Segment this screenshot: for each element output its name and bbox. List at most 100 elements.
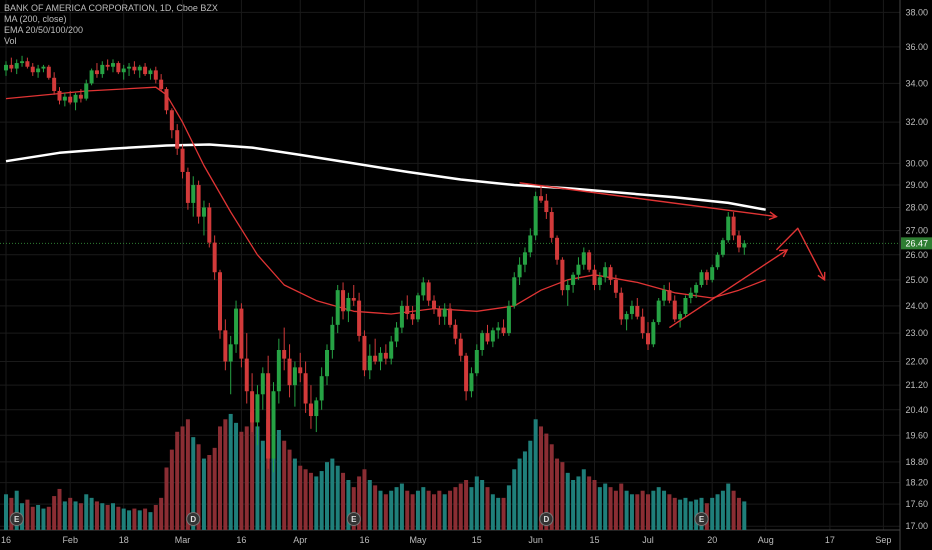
- time-tick-label: 17: [825, 535, 835, 545]
- price-tick-label: 34.00: [905, 78, 928, 88]
- volume-bar: [453, 487, 458, 530]
- candle-body: [646, 333, 650, 345]
- time-tick-label: 16: [359, 535, 369, 545]
- candle-body: [271, 391, 276, 459]
- volume-bar: [522, 451, 527, 530]
- candle-body: [308, 403, 313, 417]
- chart-legend: BANK OF AMERICA CORPORATION, 1D, Cboe BZ…: [4, 3, 218, 47]
- candle-body: [132, 66, 137, 71]
- volume-bar: [624, 490, 629, 530]
- volume-bar: [512, 469, 517, 530]
- volume-bar: [25, 499, 30, 530]
- current-price-label: 26.47: [905, 238, 928, 248]
- candle-body: [73, 94, 78, 103]
- volume-bar: [362, 469, 367, 530]
- candle-body: [651, 322, 656, 345]
- candle-body: [191, 185, 196, 203]
- candle-body: [501, 327, 506, 334]
- volume-bar: [282, 440, 287, 530]
- volume-bar: [223, 419, 228, 530]
- volume-bar: [640, 490, 645, 530]
- candle-body: [287, 358, 292, 386]
- volume-bar: [571, 480, 576, 530]
- volume-bar: [255, 426, 260, 530]
- candle-body: [485, 333, 490, 342]
- volume-bar: [726, 483, 731, 530]
- volume-bar: [78, 503, 83, 530]
- volume-bar: [501, 497, 506, 530]
- candle-body: [597, 277, 602, 285]
- price-tick-label: 19.60: [905, 430, 928, 440]
- volume-bar: [351, 487, 356, 530]
- volume-bar: [517, 458, 522, 530]
- candle-body: [116, 63, 121, 73]
- candle-body: [480, 333, 485, 351]
- volume-bar: [36, 505, 41, 530]
- candle-body: [292, 367, 297, 386]
- candle-body: [715, 254, 720, 268]
- candle-body: [517, 264, 522, 278]
- time-tick-label: Aug: [758, 535, 774, 545]
- candle-body: [528, 235, 533, 253]
- volume-bar: [250, 412, 255, 530]
- candle-body: [314, 400, 319, 417]
- volume-bar: [464, 480, 469, 530]
- candle-body: [234, 308, 239, 345]
- time-tick-label: 16: [1, 535, 11, 545]
- time-tick-label: 18: [119, 535, 129, 545]
- event-marker: [694, 512, 709, 526]
- symbol-title[interactable]: BANK OF AMERICA CORPORATION, 1D, Cboe BZ…: [4, 3, 218, 13]
- candle-body: [549, 212, 554, 238]
- candle-body: [266, 373, 271, 459]
- candle-body: [656, 300, 661, 323]
- volume-bar: [201, 458, 206, 530]
- volume-bar: [207, 455, 212, 530]
- volume-bar: [720, 490, 725, 530]
- time-axis[interactable]: 16 Feb 18 Mar 16 Apr 16 May 15 Jun 15 Jul 20 Aug 17 Sep…: [1, 535, 932, 545]
- volume-bar: [587, 476, 592, 530]
- ema-indicator-label[interactable]: EMA 20/50/100/200: [4, 25, 84, 35]
- volume-bar: [613, 490, 618, 530]
- volume-bar: [14, 490, 19, 530]
- projection-zigzag: [775, 227, 826, 281]
- price-tick-label: 29.00: [905, 180, 928, 190]
- candle-body: [180, 148, 185, 172]
- candle-body: [351, 297, 356, 301]
- candle-body: [576, 264, 581, 275]
- candle-body: [613, 279, 618, 293]
- price-tick-label: 26.00: [905, 250, 928, 260]
- volume-indicator-label[interactable]: Vol: [4, 36, 17, 46]
- candle-body: [603, 267, 608, 278]
- volume-bar: [367, 480, 372, 530]
- candle-body: [437, 308, 442, 317]
- candle-body: [726, 216, 731, 241]
- candle-body: [357, 300, 362, 336]
- event-marker-label: D: [543, 515, 549, 524]
- candle-body: [474, 350, 479, 374]
- volume-bar: [271, 422, 276, 530]
- volume-bar: [399, 483, 404, 530]
- volume-bar: [688, 501, 693, 530]
- price-tick-label: 18.80: [905, 457, 928, 467]
- candle-body: [410, 313, 415, 320]
- candle-body: [137, 66, 142, 71]
- volume-bar: [405, 490, 410, 530]
- candle-body: [373, 355, 378, 362]
- volume-bar: [357, 476, 362, 530]
- candle-body: [298, 367, 303, 374]
- price-tick-label: 17.60: [905, 499, 928, 509]
- volume-bar: [474, 476, 479, 530]
- event-marker: [9, 512, 24, 526]
- price-axis[interactable]: 38.00 36.00 34.00 32.00 30.00 29.00 28.00 27.00…: [901, 7, 932, 531]
- volume-bar: [132, 508, 137, 530]
- volume-bar: [667, 494, 672, 530]
- current-price-tag: [901, 237, 932, 250]
- ma-indicator-label[interactable]: MA (200, close): [4, 14, 67, 24]
- candle-body: [453, 324, 458, 339]
- price-tick-label: 24.00: [905, 301, 928, 311]
- candle-body: [121, 68, 126, 73]
- volume-bar: [490, 494, 495, 530]
- volume-bar: [121, 508, 126, 530]
- volume-bar: [731, 490, 736, 530]
